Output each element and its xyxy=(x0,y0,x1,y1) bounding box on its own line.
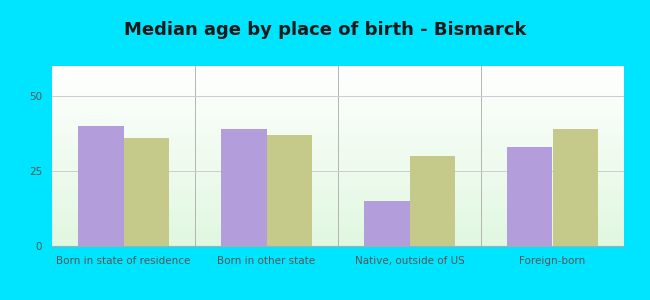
Text: Median age by place of birth - Bismarck: Median age by place of birth - Bismarck xyxy=(124,21,526,39)
Bar xyxy=(364,201,410,246)
Bar xyxy=(410,156,455,246)
Bar xyxy=(266,135,312,246)
Bar xyxy=(221,129,266,246)
Bar xyxy=(124,138,169,246)
Bar xyxy=(507,147,552,246)
Bar xyxy=(552,129,598,246)
Bar xyxy=(78,126,124,246)
